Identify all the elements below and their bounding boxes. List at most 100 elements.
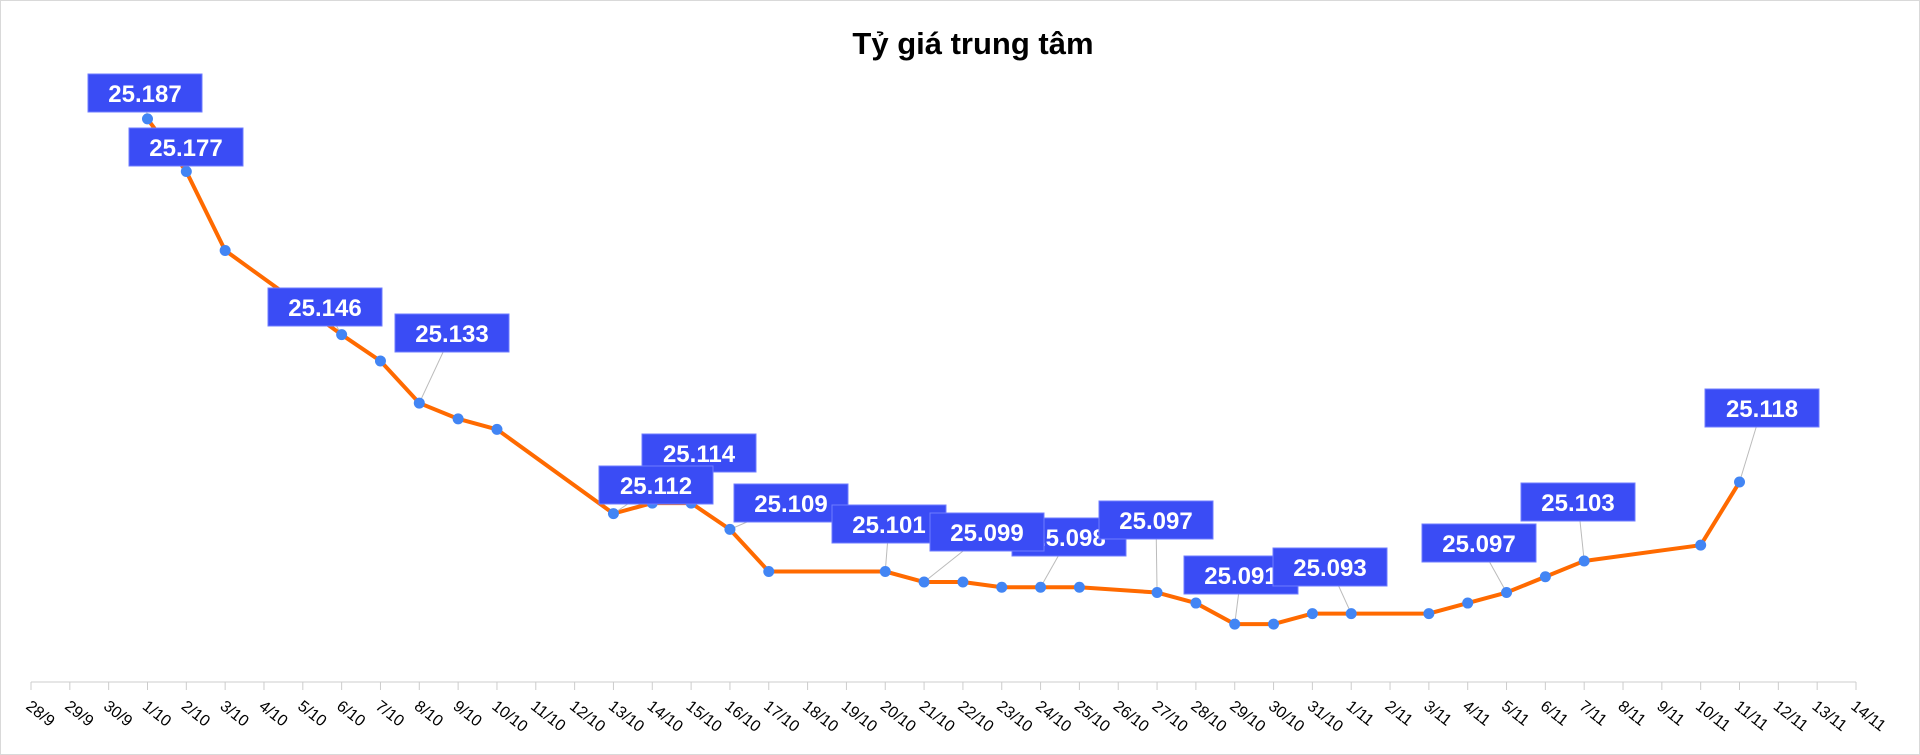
x-tick-label: 14/10 <box>644 698 686 736</box>
x-tick-label: 6/11 <box>1537 698 1571 730</box>
x-tick-label: 17/10 <box>760 698 802 736</box>
data-label-box <box>929 512 1045 552</box>
data-label-text: 25.098 <box>1032 525 1105 552</box>
data-point <box>413 397 425 409</box>
data-label: 25.133 <box>394 313 510 353</box>
data-point <box>1345 608 1357 620</box>
data-point <box>1190 597 1202 609</box>
x-tick-label: 1/10 <box>139 698 174 731</box>
data-point <box>1073 581 1085 593</box>
x-tick-label: 1/11 <box>1343 698 1377 730</box>
data-label-text: 25.101 <box>852 512 925 539</box>
x-tick-label: 8/11 <box>1615 698 1649 730</box>
x-tick-label: 13/10 <box>605 698 647 736</box>
data-label: 25.177 <box>128 127 244 167</box>
x-tick-label: 3/10 <box>217 698 252 731</box>
x-tick-label: 9/11 <box>1653 698 1687 730</box>
x-tick-label: 25/10 <box>1071 698 1113 736</box>
data-point <box>1462 597 1474 609</box>
data-label: 25.112 <box>598 465 714 505</box>
x-tick-label: 14/11 <box>1848 698 1889 735</box>
data-label-text: 25.177 <box>149 135 222 162</box>
data-label: 25.146 <box>267 287 383 327</box>
data-point <box>491 423 503 435</box>
data-label-text: 25.146 <box>288 295 361 322</box>
data-point <box>763 565 775 577</box>
data-point <box>452 413 464 425</box>
data-label: 25.093 <box>1272 547 1388 587</box>
x-tick-label: 21/10 <box>916 698 958 736</box>
data-point <box>724 523 736 535</box>
data-point <box>1151 587 1163 599</box>
data-label: 25.097 <box>1421 523 1537 563</box>
data-point <box>141 113 153 125</box>
data-label-text: 25.103 <box>1541 490 1614 517</box>
data-label: 25.109 <box>733 483 849 523</box>
data-label-text: 25.114 <box>663 441 736 468</box>
x-tick-label: 9/10 <box>450 698 485 731</box>
x-tick-label: 31/10 <box>1304 698 1346 736</box>
x-tick-label: 26/10 <box>1110 698 1152 736</box>
data-label: 25.099 <box>929 512 1045 552</box>
data-label-box <box>1098 500 1214 540</box>
data-point <box>1306 608 1318 620</box>
x-tick-label: 10/10 <box>488 698 530 736</box>
data-point <box>879 565 891 577</box>
x-tick-label: 27/10 <box>1149 698 1191 736</box>
data-label-text: 25.097 <box>1442 531 1515 558</box>
chart-title: Tỷ giá trung tâm <box>852 26 1093 61</box>
data-label-box <box>831 504 947 544</box>
data-label-text: 25.093 <box>1293 555 1366 582</box>
data-point <box>607 508 619 520</box>
series-line <box>145 117 1742 627</box>
x-tick-label: 22/10 <box>954 698 996 736</box>
data-label-box <box>128 127 244 167</box>
data-label: 25.097 <box>1098 500 1214 540</box>
data-point <box>1268 618 1280 630</box>
data-point <box>1695 539 1707 551</box>
data-label-text: 25.118 <box>1726 396 1798 423</box>
data-point <box>996 581 1008 593</box>
data-point <box>957 576 969 588</box>
x-tick-label: 8/10 <box>411 698 446 731</box>
x-tick-label: 12/10 <box>566 698 608 736</box>
data-label-text: 25.099 <box>950 520 1023 547</box>
data-point <box>1501 587 1513 599</box>
x-tick-label: 12/11 <box>1770 698 1811 735</box>
data-label-text: 25.112 <box>620 473 692 500</box>
data-label-box <box>1421 523 1537 563</box>
data-label: 25.118 <box>1704 388 1820 428</box>
data-point <box>336 329 348 341</box>
x-tick-label: 30/10 <box>1265 698 1307 736</box>
x-tick-label: 4/10 <box>256 698 291 731</box>
x-tick-label: 19/10 <box>838 698 880 736</box>
x-tick-label: 29/10 <box>1226 698 1268 736</box>
x-tick-label: 29/9 <box>61 698 96 731</box>
x-tick-label: 4/11 <box>1459 698 1493 730</box>
x-tick-label: 7/10 <box>372 698 407 731</box>
data-point <box>1734 476 1746 488</box>
data-label-box <box>1520 482 1636 522</box>
x-tick-label: 2/10 <box>178 698 213 731</box>
x-tick-label: 24/10 <box>1032 698 1074 736</box>
data-label-box <box>598 465 714 505</box>
data-label: 25.103 <box>1520 482 1636 522</box>
data-point <box>1539 571 1551 583</box>
x-tick-label: 5/11 <box>1498 698 1532 730</box>
data-label-text: 25.091 <box>1204 563 1277 590</box>
x-tick-label: 20/10 <box>877 698 919 736</box>
data-point <box>918 576 930 588</box>
data-point <box>1035 581 1047 593</box>
x-tick-label: 15/10 <box>683 698 725 736</box>
x-tick-label: 11/10 <box>527 698 568 735</box>
data-point <box>1229 618 1241 630</box>
data-point <box>1578 555 1590 567</box>
data-label: 25.101 <box>831 504 947 544</box>
data-label: 25.187 <box>87 73 203 113</box>
x-tick-label: 3/11 <box>1420 698 1454 730</box>
x-tick-label: 2/11 <box>1382 698 1416 730</box>
data-label-box <box>733 483 849 523</box>
series-line-group <box>145 117 1742 627</box>
